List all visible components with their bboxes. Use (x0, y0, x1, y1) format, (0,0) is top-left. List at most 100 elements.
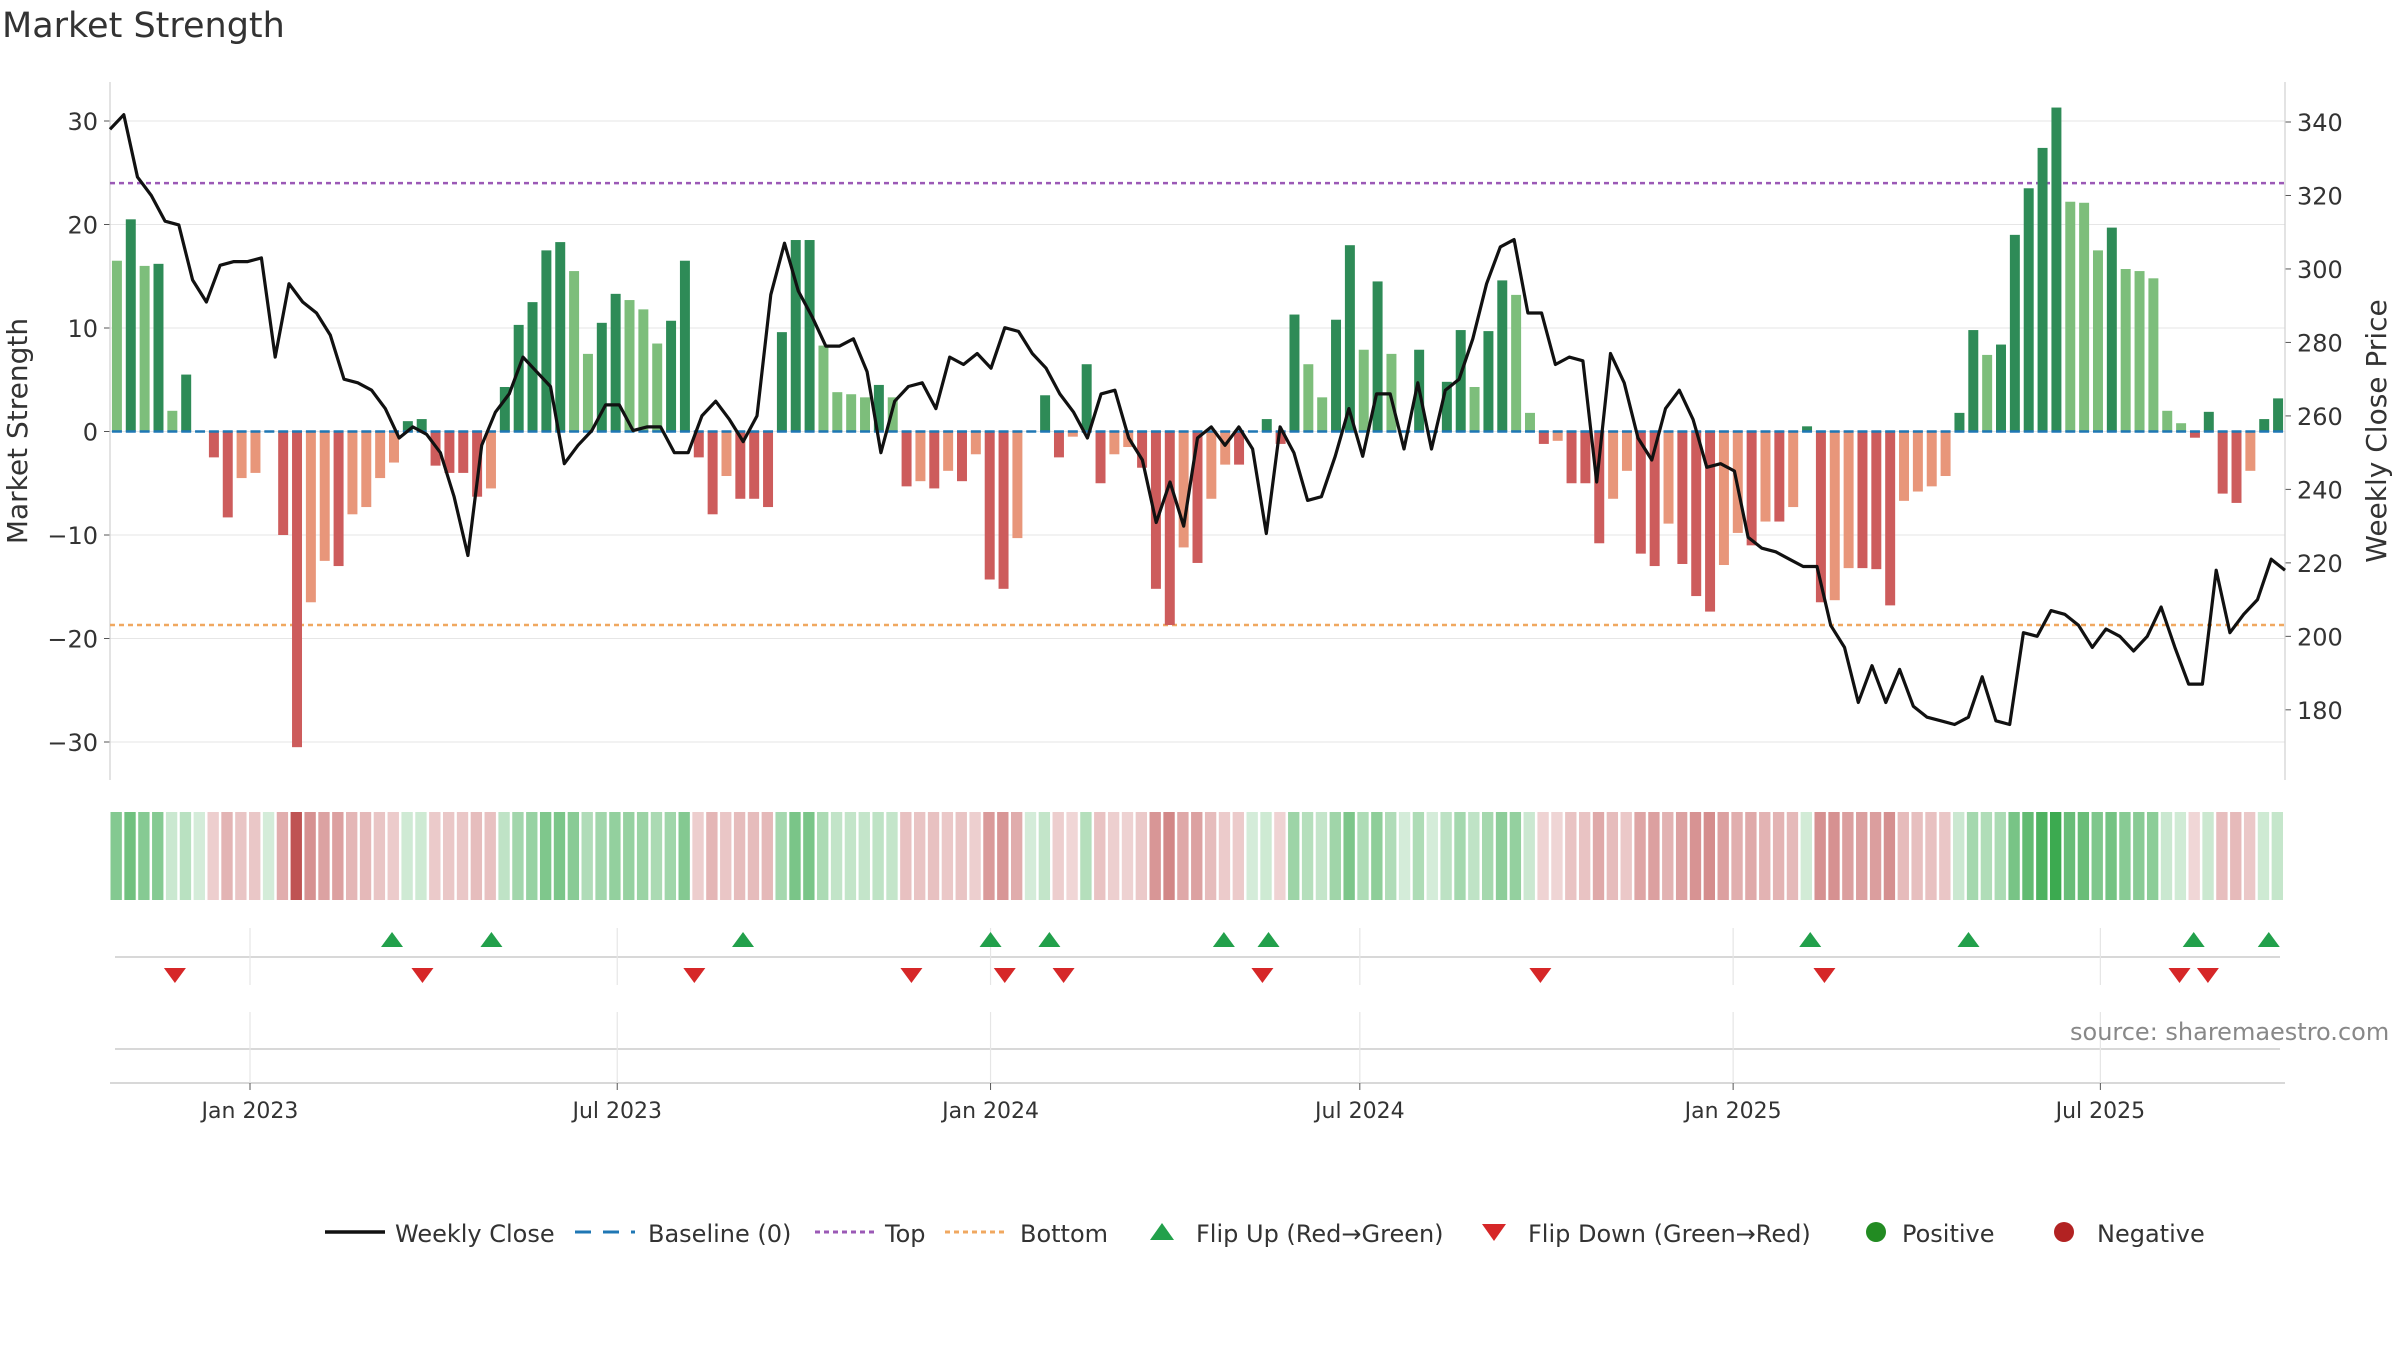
strength-bar (2051, 107, 2062, 432)
legend-label: Flip Up (Red→Green) (1196, 1220, 1444, 1248)
heat-strip-cell (262, 812, 275, 900)
strength-bar (1774, 431, 1785, 522)
heat-strip-cell (2022, 812, 2034, 900)
strength-bar (1802, 426, 1813, 432)
legend-circle-icon (1866, 1222, 1886, 1242)
legend-label: Weekly Close (395, 1220, 555, 1248)
y-tick-label-right: 320 (2297, 182, 2343, 210)
heat-strip-cell (1495, 812, 1508, 900)
heat-strip-cell (581, 812, 593, 900)
x-tick-label: Jul 2023 (570, 1099, 662, 1124)
heat-strip-cell (484, 812, 496, 900)
heat-strip-cell (1481, 812, 1494, 900)
legend-label: Positive (1902, 1220, 1995, 1248)
legend-circle-icon (2054, 1222, 2074, 1242)
strength-bar (929, 431, 940, 489)
heat-strip-cell (110, 812, 122, 900)
strength-bar (153, 263, 164, 432)
heat-strip-cell (1814, 812, 1826, 900)
strength-bar (818, 345, 829, 432)
strength-bar (1386, 353, 1397, 432)
strength-bar (846, 394, 857, 432)
heat-strip-cell (304, 812, 316, 900)
heat-strip-cell (346, 812, 358, 900)
heat-strip-cell (2063, 812, 2076, 900)
flip-down-marker (900, 968, 923, 983)
legend-triangle-up-icon (1150, 1223, 1174, 1240)
flip-down-marker (2168, 968, 2191, 983)
heat-strip-cell (997, 812, 1009, 900)
y-tick-label-left: 0 (83, 419, 98, 447)
heat-strip-cell (914, 812, 926, 900)
heat-strip-cell (1357, 812, 1369, 900)
legend-triangle-down-icon (1482, 1224, 1506, 1241)
heat-strip-cell (1911, 812, 1923, 900)
heat-strip-cell (1800, 812, 1812, 900)
strength-bar (1996, 344, 2006, 432)
heat-strip-cell (941, 812, 954, 900)
heat-strip-cell (138, 812, 150, 900)
heat-strip-cell (152, 812, 164, 900)
strength-bar (333, 431, 344, 567)
strength-bar (1968, 330, 1979, 432)
heat-strip-cell (124, 812, 136, 900)
heat-strip-cell (1953, 812, 1965, 900)
strength-bar (873, 384, 884, 432)
y-tick-label-left: −20 (47, 626, 98, 654)
heat-strip-cell (2119, 812, 2131, 900)
heat-strip-cell (1509, 812, 1522, 900)
heat-strip-cell (1107, 812, 1120, 900)
y-tick-label-right: 340 (2297, 109, 2343, 137)
heat-strip-cell (886, 812, 898, 900)
strength-bar (652, 343, 663, 432)
strength-bar (1635, 431, 1646, 554)
flip-up-marker (1957, 932, 1980, 947)
flip-up-marker (1212, 932, 1235, 947)
strength-bar (1303, 364, 1314, 432)
heat-strip-cell (1232, 812, 1244, 900)
flip-down-marker (1052, 968, 1075, 983)
heat-strip-cell (1260, 812, 1272, 900)
y-tick-label-left: 20 (67, 212, 98, 240)
heat-strip-cell (1786, 812, 1799, 900)
strength-bar (305, 431, 316, 603)
strength-bar (984, 431, 995, 580)
heat-strip-cell (276, 812, 289, 900)
x-tick-label: Jan 2023 (200, 1099, 299, 1124)
flip-down-marker (1529, 968, 1552, 983)
strength-bar (943, 431, 954, 471)
strength-bar (458, 431, 469, 473)
heat-strip-cell (2105, 812, 2117, 900)
strength-bar (541, 250, 552, 432)
strength-bar (402, 421, 413, 432)
heat-strip-cell (720, 812, 732, 900)
strength-bar (2273, 398, 2284, 432)
heat-strip-cell (235, 812, 247, 900)
heat-strip-cell (1980, 812, 1993, 900)
y-tick-label-right: 280 (2297, 329, 2343, 357)
heat-strip-cell (2271, 812, 2283, 900)
heat-strip-cell (1856, 812, 1868, 900)
y-tick-label-right: 240 (2297, 476, 2343, 504)
heat-strip-cell (636, 812, 649, 900)
strength-bar (1275, 431, 1286, 444)
strength-bar (776, 332, 787, 432)
strength-bar (901, 431, 912, 487)
flip-up-marker (1799, 932, 1822, 947)
heat-strip-cell (553, 812, 566, 900)
heat-strip-cell (1828, 812, 1840, 900)
strength-bar (125, 219, 136, 432)
heat-strip-cell (456, 812, 469, 900)
heat-strip-cell (1246, 812, 1258, 900)
heat-strip-cell (470, 812, 483, 900)
heat-strip-cell (2160, 812, 2173, 900)
heat-strip-cell (401, 812, 413, 900)
legend-label: Bottom (1020, 1220, 1108, 1248)
strength-bar (319, 431, 330, 561)
strength-bar (2189, 431, 2200, 438)
heat-strip-cell (706, 812, 718, 900)
heat-strip-cell (2008, 812, 2020, 900)
strength-bar (721, 431, 732, 477)
strength-bar (2259, 419, 2270, 432)
